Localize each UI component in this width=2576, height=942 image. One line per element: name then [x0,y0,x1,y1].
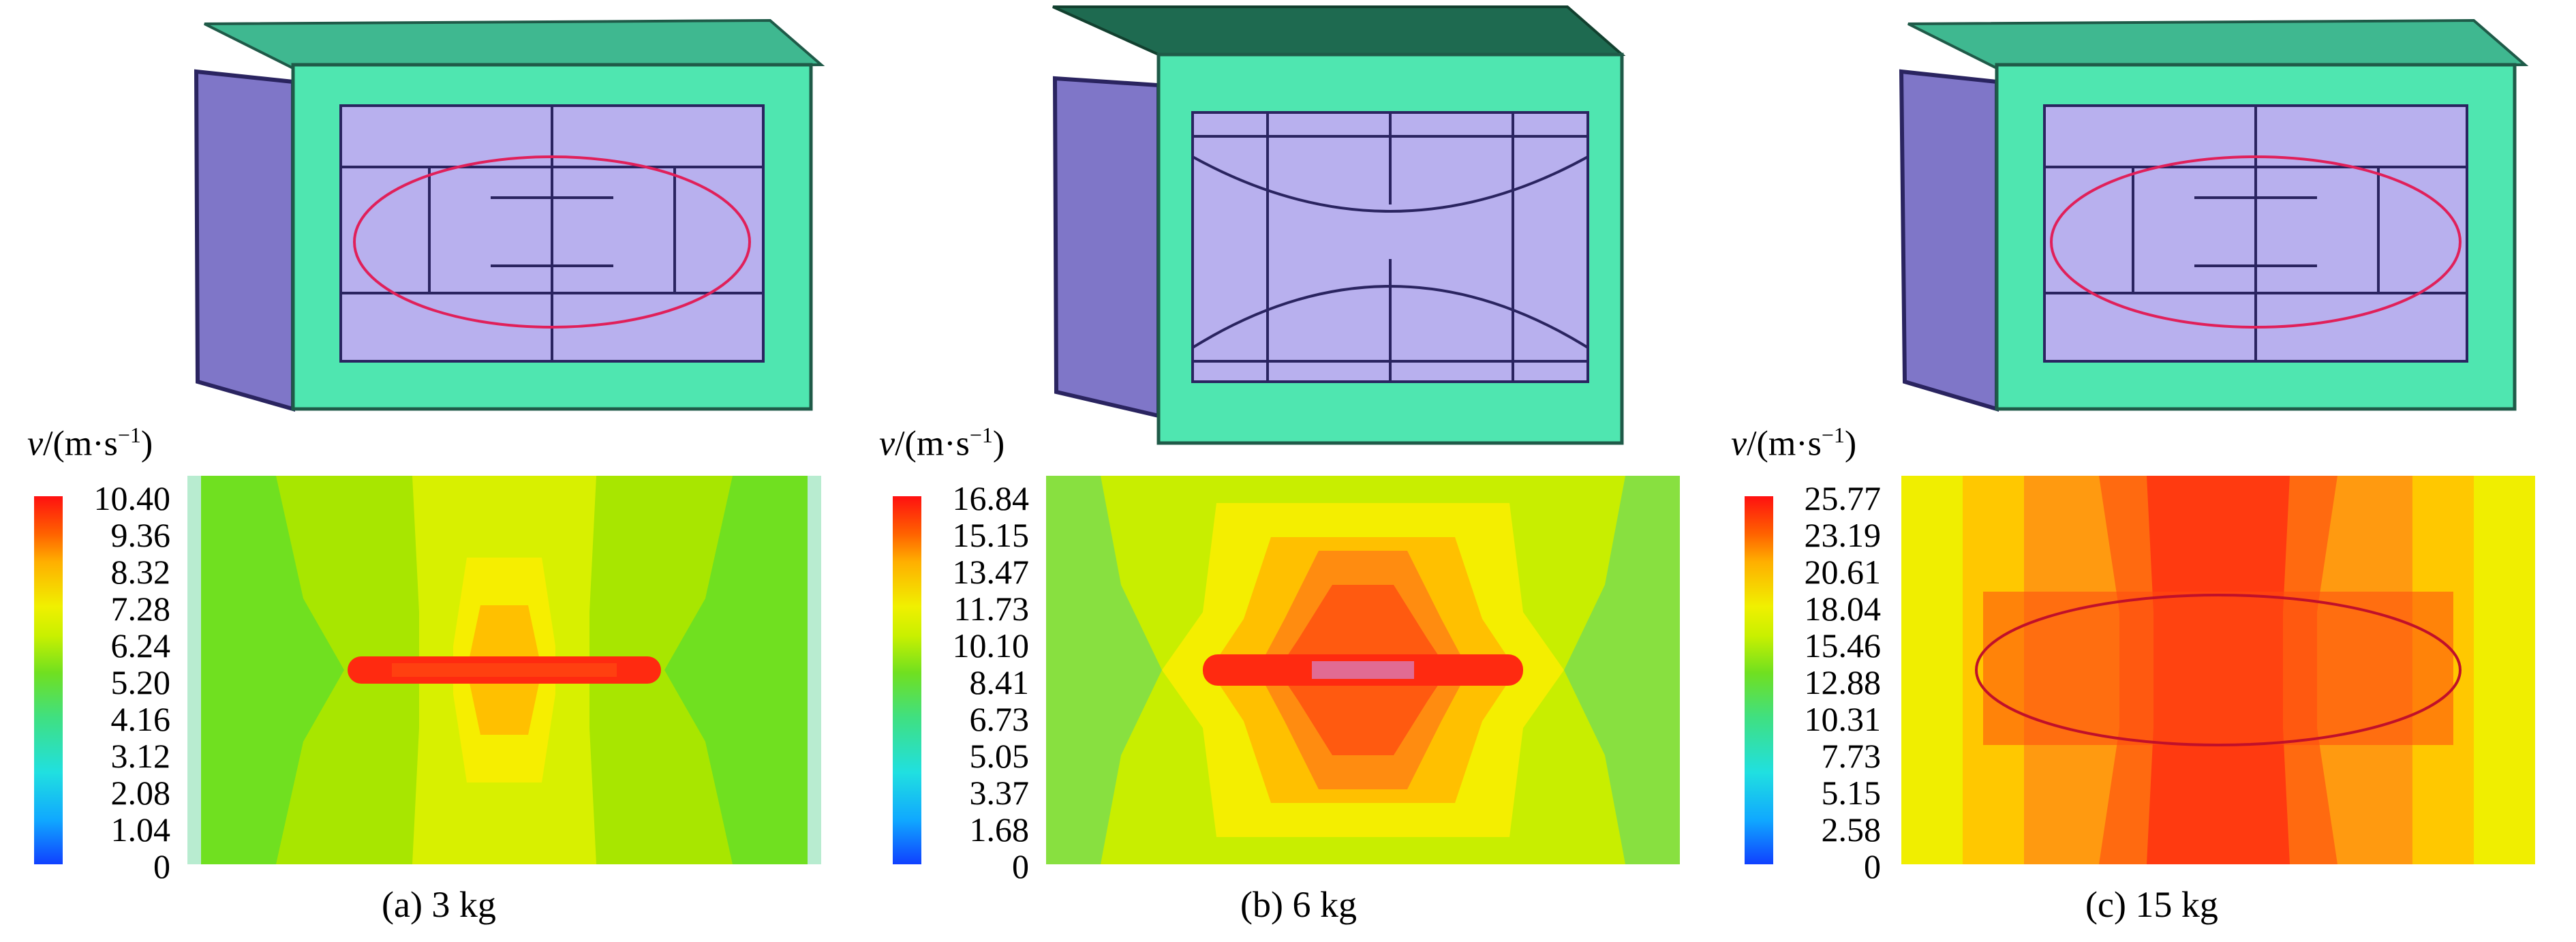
colorbar-ticks: 25.77 23.19 20.61 18.04 15.46 12.88 10.3… [1772,479,1882,885]
top-face [1052,5,1626,56]
colorbar-tick: 0 [1012,847,1029,885]
side-panel [194,69,295,412]
colorbar-tick: 0 [153,847,170,885]
panel-caption: (a) 3 kg [382,884,496,925]
colorbar [34,496,63,864]
colorbar-tick: 5.05 [969,737,1030,775]
colorbar-tick: 6.24 [110,626,171,665]
colorbar-ticks: 16.84 15.15 13.47 11.73 10.10 8.41 6.73 … [920,479,1030,885]
colorbar-tick: 6.73 [969,700,1030,738]
colorbar-tick: 5.15 [1821,774,1882,812]
colorbar-tick: 2.58 [1821,810,1882,849]
colorbar-unit-label: v/(m·s−1) [1731,423,1857,464]
colorbar-tick: 25.77 [1804,479,1882,517]
colorbar-tick: 7.28 [110,590,171,628]
velocity-contour-plot [187,476,821,864]
colorbar-unit-label: v/(m·s−1) [879,423,1005,464]
colorbar-tick: 12.88 [1804,663,1882,701]
highlight-ellipse [353,155,751,329]
colorbar-tick: 10.10 [952,626,1030,665]
colorbar-tick: 5.20 [110,663,171,701]
colorbar-tick: 15.15 [952,516,1030,554]
colorbar-ticks: 10.40 9.36 8.32 7.28 6.24 5.20 4.16 3.12… [61,479,171,885]
container-model-3d [1899,18,2529,412]
panel-caption: (b) 6 kg [1240,884,1357,925]
colorbar-tick: 2.08 [110,774,171,812]
colorbar-tick: 8.32 [110,553,171,591]
velocity-contour-plot [1046,476,1680,864]
colorbar-tick: 1.04 [110,810,171,849]
colorbar [893,496,921,864]
colorbar-tick: 10.31 [1804,700,1882,738]
panel-caption: (c) 15 kg [2085,884,2218,925]
colorbar-tick: 4.16 [110,700,171,738]
highlight-ellipse [1975,594,2462,746]
colorbar-tick: 18.04 [1804,590,1882,628]
colorbar-tick: 9.36 [110,516,171,554]
top-face [1907,18,2529,70]
side-panel [1899,69,1999,412]
colorbar-tick: 16.84 [952,479,1030,517]
colorbar-tick: 15.46 [1804,626,1882,665]
colorbar-unit-label: v/(m·s−1) [27,423,153,464]
colorbar-tick: 0 [1864,847,1881,885]
panel-c: v/(m·s−1) 25.77 23.19 20.61 18.04 15.46 … [1717,0,2576,942]
colorbar-tick: 10.40 [93,479,171,517]
panel-a: v/(m·s−1) 10.40 9.36 8.32 7.28 6.24 5.20… [0,0,859,942]
velocity-contour-plot [1901,476,2535,864]
top-face [204,18,825,70]
container-model-3d [1052,5,1626,445]
container-model-3d [194,18,825,412]
colorbar-tick: 23.19 [1804,516,1882,554]
colorbar-tick: 20.61 [1804,553,1882,591]
colorbar-tick: 11.73 [953,590,1029,628]
colorbar-tick: 7.73 [1821,737,1882,775]
colorbar-tick: 13.47 [952,553,1030,591]
side-panel [1052,76,1161,419]
colorbar [1745,496,1773,864]
colorbar-tick: 8.41 [969,663,1030,701]
colorbar-tick: 1.68 [969,810,1030,849]
colorbar-tick: 3.12 [110,737,171,775]
colorbar-tick: 3.37 [969,774,1030,812]
panel-b: v/(m·s−1) 16.84 15.15 13.47 11.73 10.10 … [859,0,1717,942]
highlight-ellipse [2050,155,2462,329]
